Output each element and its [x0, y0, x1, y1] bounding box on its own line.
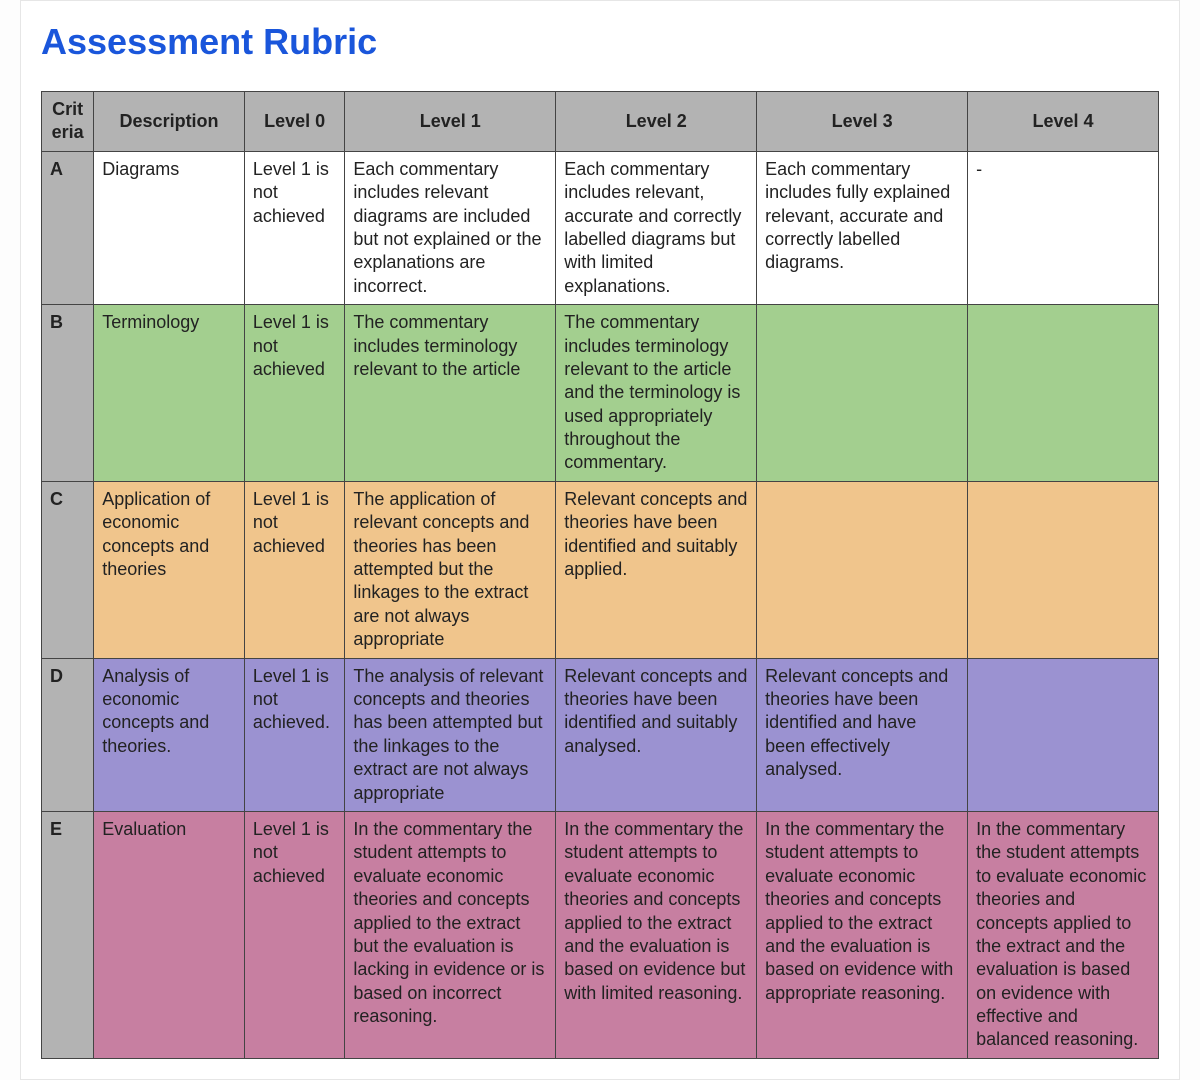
level-3-cell — [757, 305, 968, 482]
table-row: DAnalysis of economic concepts and theor… — [42, 658, 1159, 811]
level-2-cell: The commentary includes terminology rele… — [556, 305, 757, 482]
criteria-description: Analysis of economic concepts and theori… — [94, 658, 245, 811]
level-1-cell: In the commentary the student attempts t… — [345, 811, 556, 1058]
table-row: EEvaluationLevel 1 is not achievedIn the… — [42, 811, 1159, 1058]
rubric-body: ADiagramsLevel 1 is not achievedEach com… — [42, 151, 1159, 1058]
page-title: Assessment Rubric — [41, 21, 1159, 63]
level-0-cell: Level 1 is not achieved. — [244, 658, 344, 811]
level-2-cell: In the commentary the student attempts t… — [556, 811, 757, 1058]
level-4-cell: In the commentary the student attempts t… — [968, 811, 1159, 1058]
level-2-cell: Relevant concepts and theories have been… — [556, 481, 757, 658]
rubric-page: Assessment Rubric Criteria Description L… — [20, 0, 1180, 1080]
col-level-3: Level 3 — [757, 92, 968, 152]
level-3-cell: In the commentary the student attempts t… — [757, 811, 968, 1058]
level-1-cell: The application of relevant concepts and… — [345, 481, 556, 658]
col-description: Description — [94, 92, 245, 152]
criteria-id: E — [42, 811, 94, 1058]
rubric-table: Criteria Description Level 0 Level 1 Lev… — [41, 91, 1159, 1059]
criteria-id: C — [42, 481, 94, 658]
level-3-cell: Relevant concepts and theories have been… — [757, 658, 968, 811]
criteria-description: Terminology — [94, 305, 245, 482]
level-0-cell: Level 1 is not achieved — [244, 481, 344, 658]
level-0-cell: Level 1 is not achieved — [244, 811, 344, 1058]
table-row: BTerminologyLevel 1 is not achievedThe c… — [42, 305, 1159, 482]
criteria-id: D — [42, 658, 94, 811]
col-level-1: Level 1 — [345, 92, 556, 152]
criteria-id: A — [42, 151, 94, 304]
level-1-cell: The analysis of relevant concepts and th… — [345, 658, 556, 811]
col-level-0: Level 0 — [244, 92, 344, 152]
level-0-cell: Level 1 is not achieved — [244, 305, 344, 482]
level-3-cell: Each commentary includes fully explained… — [757, 151, 968, 304]
level-1-cell: The commentary includes terminology rele… — [345, 305, 556, 482]
level-4-cell — [968, 481, 1159, 658]
table-row: CApplication of economic concepts and th… — [42, 481, 1159, 658]
criteria-description: Evaluation — [94, 811, 245, 1058]
table-row: ADiagramsLevel 1 is not achievedEach com… — [42, 151, 1159, 304]
level-4-cell — [968, 305, 1159, 482]
level-2-cell: Relevant concepts and theories have been… — [556, 658, 757, 811]
level-4-cell — [968, 658, 1159, 811]
level-3-cell — [757, 481, 968, 658]
criteria-description: Application of economic concepts and the… — [94, 481, 245, 658]
level-1-cell: Each commentary includes relevant diagra… — [345, 151, 556, 304]
level-2-cell: Each commentary includes relevant, accur… — [556, 151, 757, 304]
criteria-id: B — [42, 305, 94, 482]
col-level-2: Level 2 — [556, 92, 757, 152]
col-criteria: Criteria — [42, 92, 94, 152]
level-4-cell: - — [968, 151, 1159, 304]
level-0-cell: Level 1 is not achieved — [244, 151, 344, 304]
col-level-4: Level 4 — [968, 92, 1159, 152]
rubric-header: Criteria Description Level 0 Level 1 Lev… — [42, 92, 1159, 152]
criteria-description: Diagrams — [94, 151, 245, 304]
